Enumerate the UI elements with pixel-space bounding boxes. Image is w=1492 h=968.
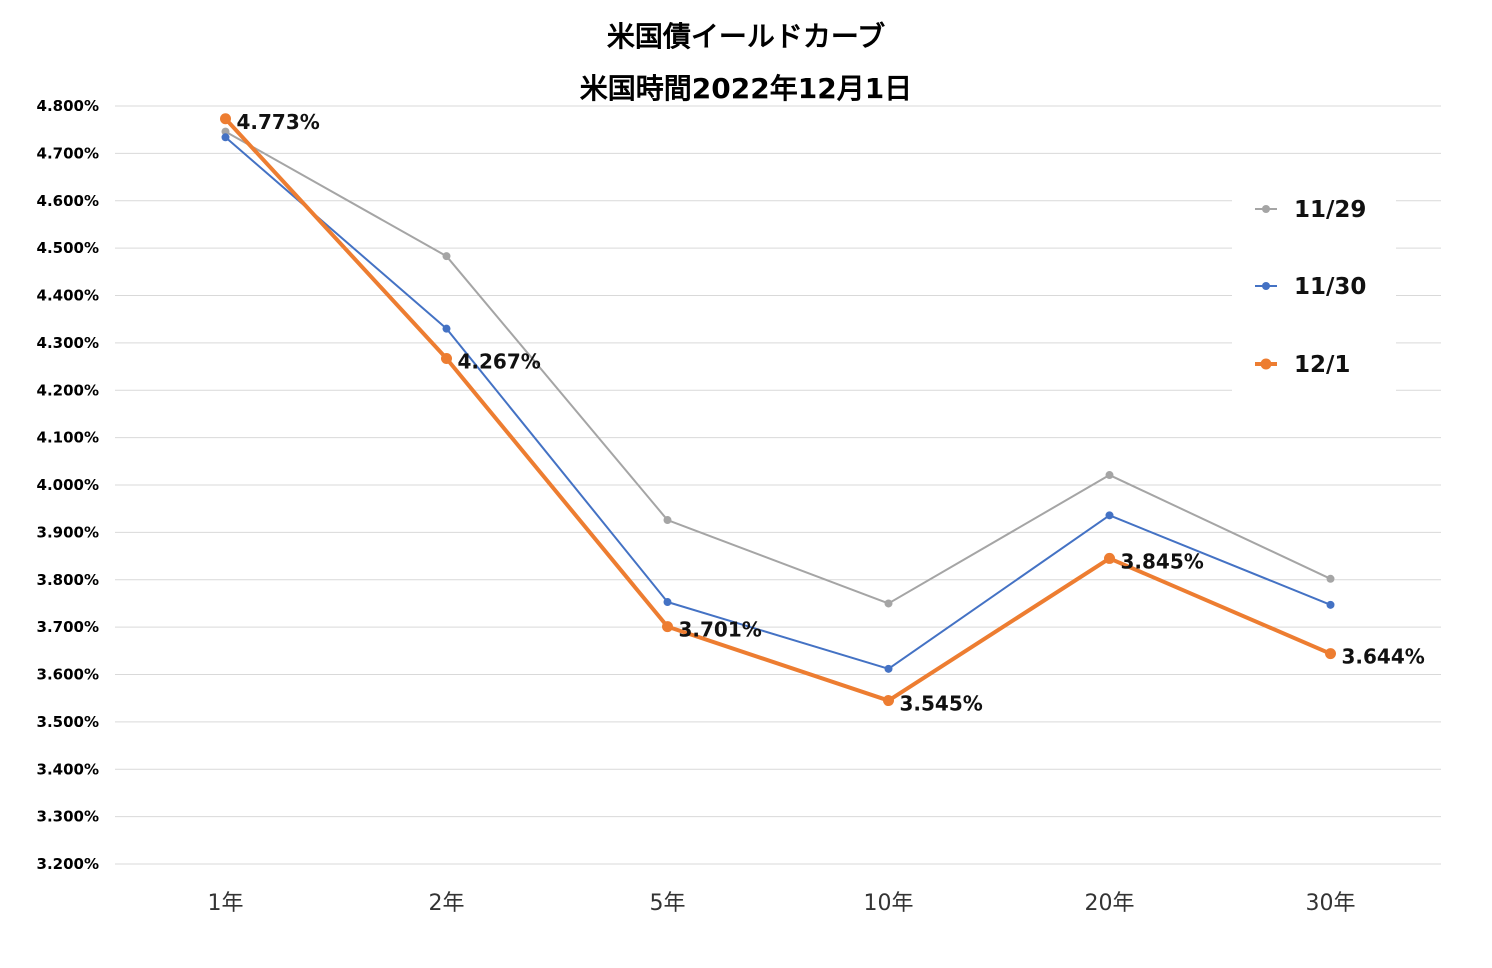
data-point-12-1	[662, 621, 673, 633]
data-point-11-29	[663, 516, 672, 525]
x-tick-label: 1年	[208, 891, 244, 916]
data-point-11-30	[1326, 600, 1335, 609]
legend-marker	[1262, 205, 1270, 213]
data-point-11-29	[1105, 471, 1114, 480]
y-tick-label: 3.800%	[37, 571, 99, 589]
y-tick-label: 4.700%	[37, 144, 99, 162]
y-tick-label: 4.300%	[37, 334, 99, 352]
series-lines	[220, 113, 1336, 707]
y-tick-label: 4.200%	[37, 381, 99, 399]
y-tick-label: 3.900%	[37, 523, 99, 541]
y-tick-label: 3.200%	[37, 855, 99, 873]
chart-title-line-2: 米国時間2022年12月1日	[580, 72, 912, 105]
chart-title: 米国債イールドカーブ 米国時間2022年12月1日	[580, 20, 912, 105]
series-11-30	[221, 133, 1335, 673]
data-point-11-30	[1105, 511, 1114, 520]
legend-label: 12/1	[1294, 352, 1350, 378]
y-tick-label: 4.100%	[37, 429, 99, 447]
data-point-11-30	[884, 664, 893, 673]
y-tick-label: 3.700%	[37, 618, 99, 636]
y-tick-label: 4.500%	[37, 239, 99, 257]
data-label: 3.644%	[1342, 645, 1425, 669]
data-point-11-30	[442, 324, 451, 333]
x-tick-label: 5年	[650, 891, 686, 916]
legend-item: 11/29	[1255, 197, 1366, 223]
y-tick-label: 4.400%	[37, 287, 99, 305]
data-point-11-29	[221, 127, 230, 136]
data-point-11-29	[884, 599, 893, 608]
data-label: 3.845%	[1121, 549, 1204, 573]
data-point-12-1	[441, 353, 452, 365]
legend-background	[1232, 180, 1396, 395]
y-tick-label: 3.600%	[37, 666, 99, 684]
series-12-1	[220, 113, 1336, 707]
series-11-29	[221, 127, 1335, 608]
y-tick-label: 4.800%	[37, 97, 99, 115]
data-point-12-1	[1325, 648, 1336, 660]
series-line-11-29	[225, 130, 1331, 605]
data-point-11-29	[442, 252, 451, 261]
x-tick-label: 30年	[1306, 891, 1356, 916]
series-line-11-30	[224, 136, 1331, 670]
x-axis-tick-labels: 1年 2年 5年 10年 20年 30年	[208, 891, 1356, 916]
y-tick-label: 3.400%	[37, 760, 99, 778]
y-tick-label: 3.500%	[37, 713, 99, 731]
data-point-12-1	[1104, 552, 1115, 564]
data-label: 4.267%	[458, 350, 541, 374]
y-tick-label: 4.000%	[37, 476, 99, 494]
legend: 11/29 11/30 12/1	[1232, 180, 1396, 395]
series-line-12-1	[224, 117, 1332, 703]
x-tick-label: 10年	[864, 891, 914, 916]
x-tick-label: 2年	[429, 891, 465, 916]
legend-item: 12/1	[1255, 352, 1350, 378]
legend-label: 11/29	[1294, 197, 1366, 223]
legend-label: 11/30	[1294, 274, 1366, 300]
data-label: 4.773%	[237, 110, 320, 134]
data-label: 3.545%	[900, 692, 983, 716]
data-labels: 4.773% 4.267% 3.701% 3.545% 3.845% 3.644%	[237, 110, 1425, 716]
data-point-11-30	[663, 598, 672, 607]
y-tick-label: 3.300%	[37, 808, 99, 826]
y-tick-label: 4.600%	[37, 192, 99, 210]
y-axis-tick-labels: 3.200% 3.300% 3.400% 3.500% 3.600% 3.700% 3.80…	[37, 97, 99, 873]
legend-item: 11/30	[1255, 274, 1366, 300]
gridlines	[115, 105, 1441, 865]
x-tick-label: 20年	[1085, 891, 1135, 916]
data-point-12-1	[220, 113, 231, 125]
data-point-12-1	[883, 695, 894, 707]
data-point-11-29	[1326, 574, 1335, 583]
chart-title-line-1: 米国債イールドカーブ	[607, 20, 885, 53]
legend-marker	[1260, 358, 1272, 370]
data-label: 3.701%	[679, 618, 762, 642]
legend-marker	[1262, 282, 1270, 290]
data-point-11-30	[221, 133, 230, 142]
